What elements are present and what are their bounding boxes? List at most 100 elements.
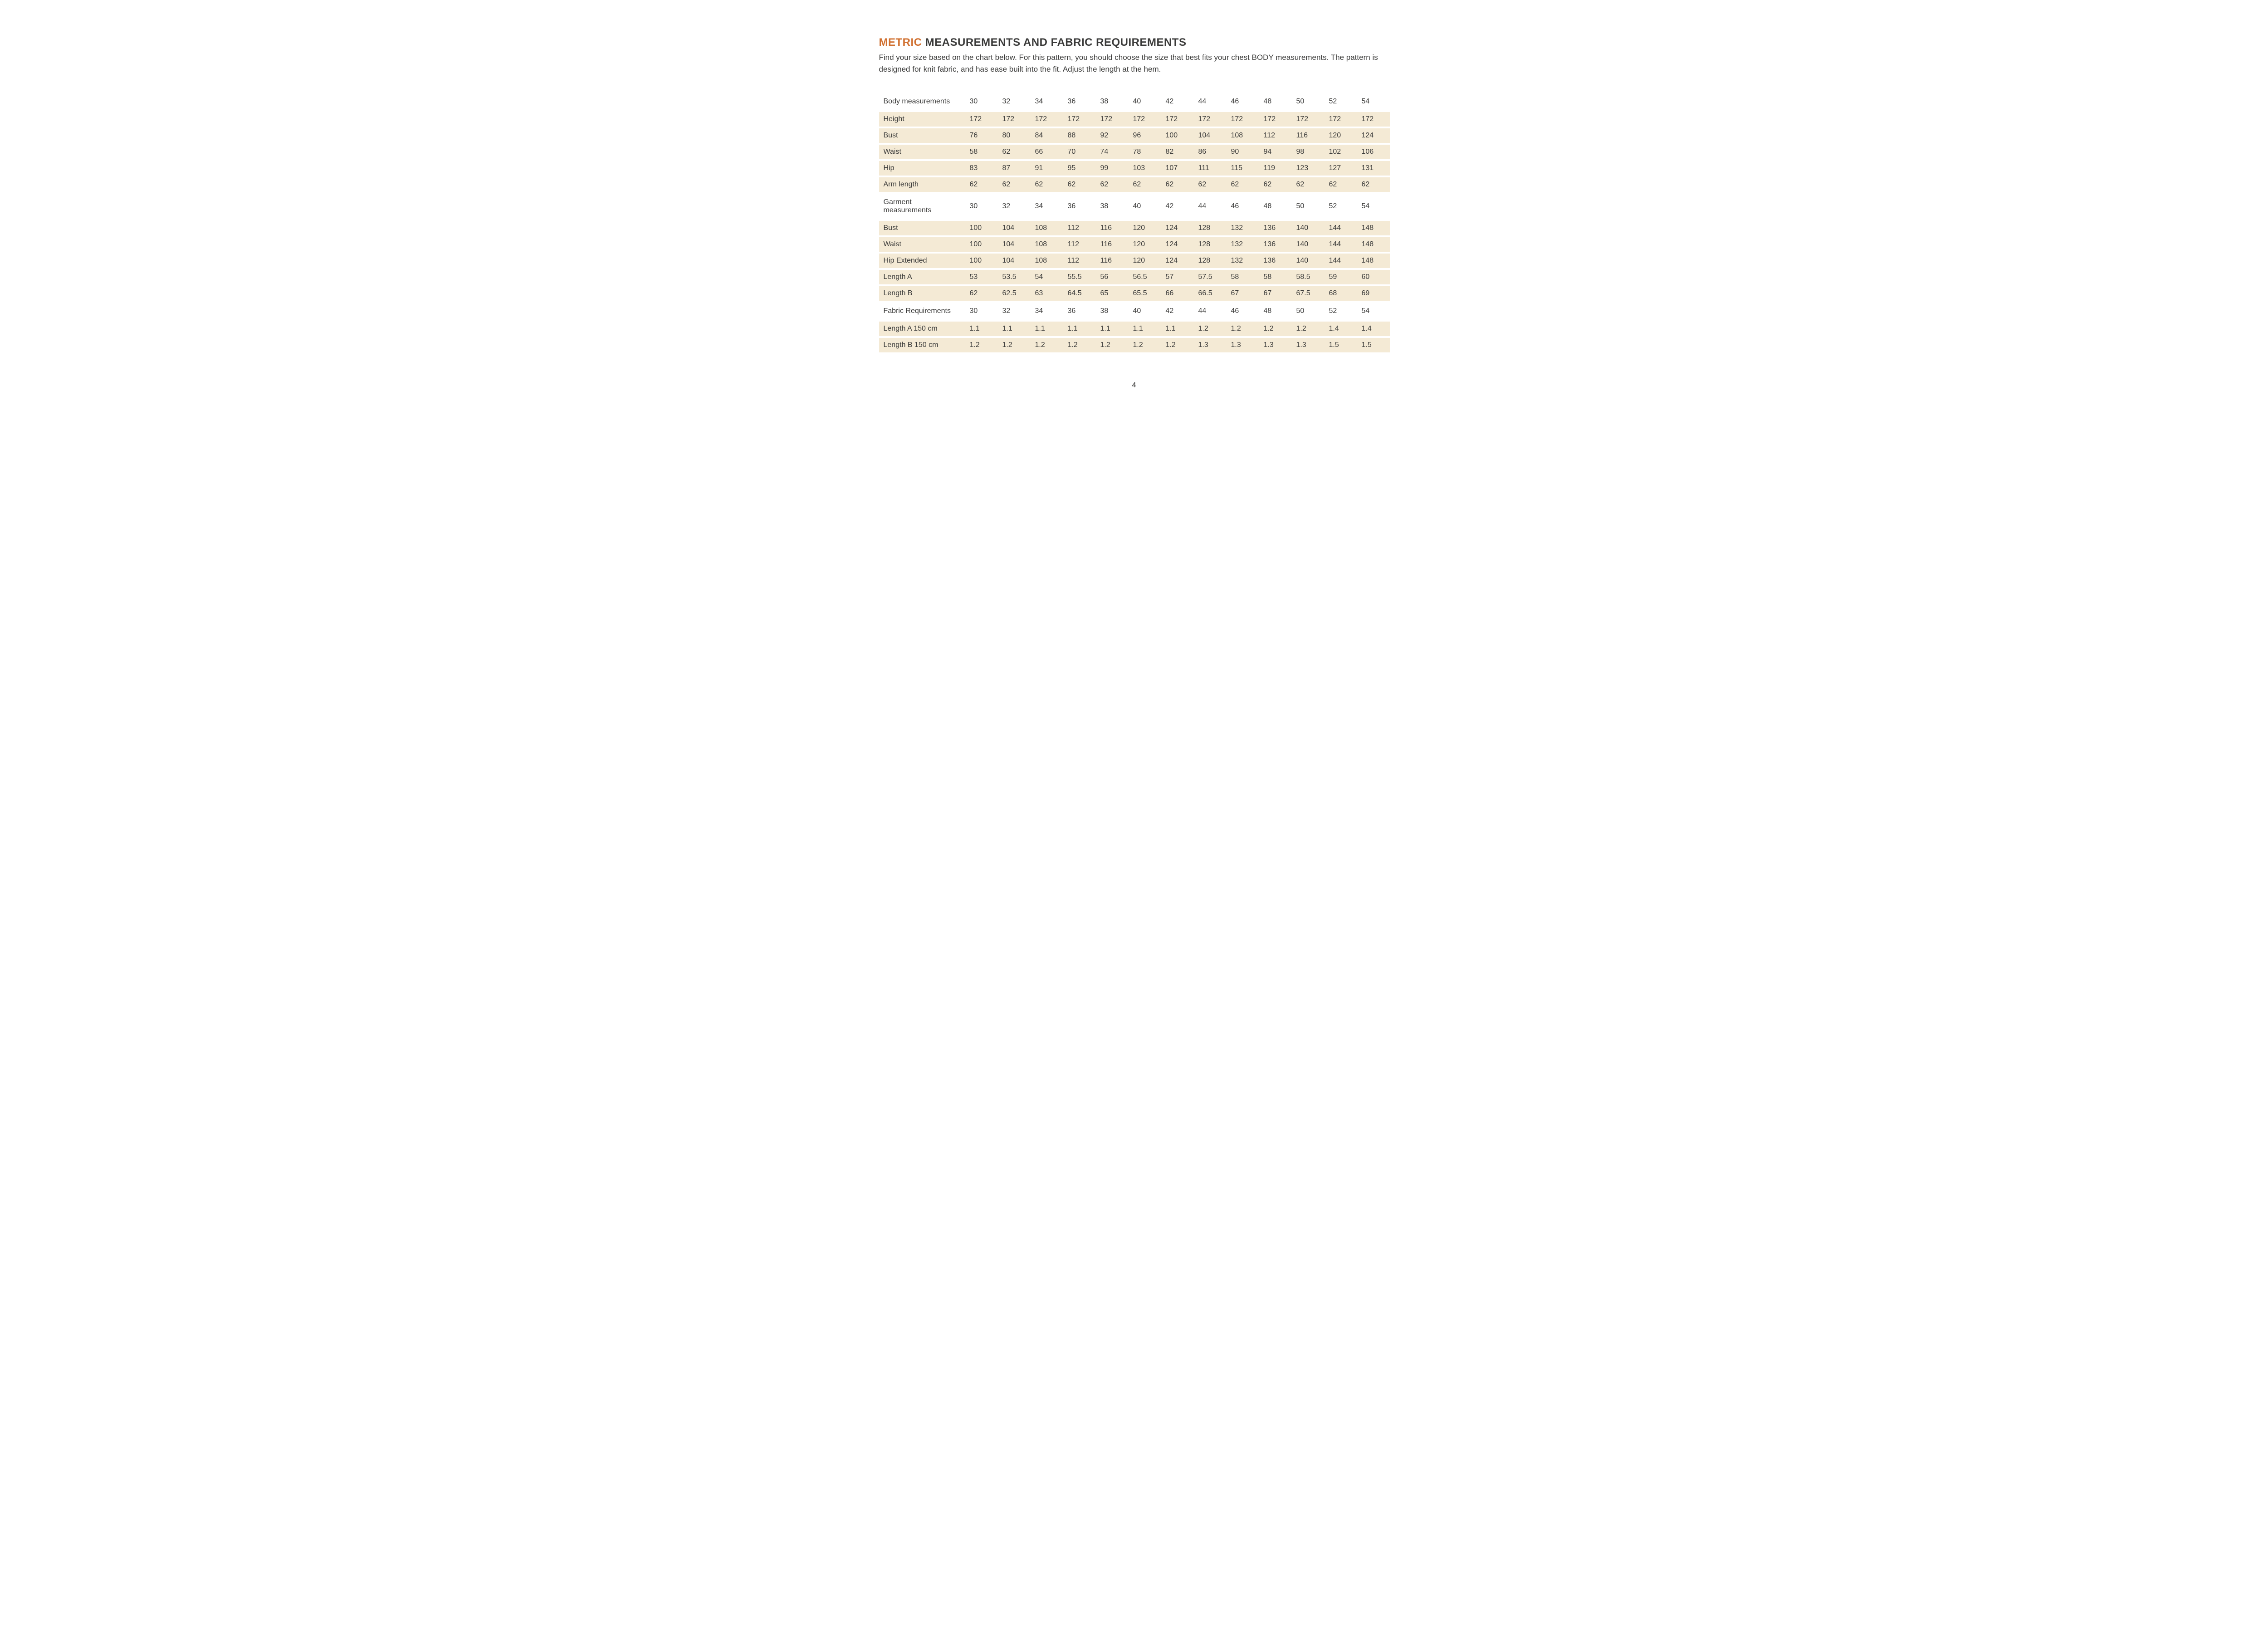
size-header: 48 <box>1259 96 1292 110</box>
size-header: 50 <box>1292 194 1325 219</box>
size-header: 38 <box>1096 303 1129 320</box>
cell: 88 <box>1063 128 1096 143</box>
cell: 66.5 <box>1194 286 1227 301</box>
size-header: 34 <box>1031 96 1063 110</box>
size-header: 46 <box>1227 96 1259 110</box>
cell: 62 <box>1357 177 1390 192</box>
cell: 172 <box>965 112 998 127</box>
size-header: 32 <box>998 194 1031 219</box>
cell: 172 <box>1129 112 1161 127</box>
measurements-table: Body measurements30323436384042444648505… <box>879 94 1390 354</box>
cell: 62 <box>1259 177 1292 192</box>
cell: 66 <box>1161 286 1194 301</box>
table-row: Height1721721721721721721721721721721721… <box>879 112 1390 127</box>
cell: 116 <box>1096 221 1129 235</box>
cell: 62 <box>1031 177 1063 192</box>
cell: 62 <box>1129 177 1161 192</box>
cell: 62.5 <box>998 286 1031 301</box>
page: METRIC MEASUREMENTS AND FABRIC REQUIREME… <box>845 0 1423 408</box>
cell: 1.2 <box>1063 338 1096 352</box>
cell: 58 <box>1259 270 1292 284</box>
size-header: 38 <box>1096 96 1129 110</box>
table-row: Hip Extended1001041081121161201241281321… <box>879 254 1390 268</box>
cell: 1.2 <box>1227 322 1259 336</box>
size-header: 48 <box>1259 303 1292 320</box>
size-header: 30 <box>965 194 998 219</box>
cell: 62 <box>1325 177 1357 192</box>
cell: 1.4 <box>1325 322 1357 336</box>
cell: 1.1 <box>1096 322 1129 336</box>
cell: 102 <box>1325 145 1357 159</box>
cell: 144 <box>1325 221 1357 235</box>
cell: 148 <box>1357 237 1390 252</box>
cell: 120 <box>1129 254 1161 268</box>
size-header: 32 <box>998 96 1031 110</box>
cell: 106 <box>1357 145 1390 159</box>
cell: 112 <box>1063 254 1096 268</box>
size-header: 44 <box>1194 96 1227 110</box>
cell: 1.2 <box>965 338 998 352</box>
cell: 100 <box>965 237 998 252</box>
cell: 67 <box>1259 286 1292 301</box>
intro-text: Find your size based on the chart below.… <box>879 52 1389 75</box>
cell: 136 <box>1259 237 1292 252</box>
cell: 123 <box>1292 161 1325 176</box>
cell: 108 <box>1227 128 1259 143</box>
cell: 124 <box>1357 128 1390 143</box>
cell: 172 <box>1194 112 1227 127</box>
cell: 128 <box>1194 254 1227 268</box>
cell: 58 <box>1227 270 1259 284</box>
cell: 99 <box>1096 161 1129 176</box>
size-header: 54 <box>1357 303 1390 320</box>
cell: 62 <box>1292 177 1325 192</box>
size-header: 54 <box>1357 96 1390 110</box>
cell: 90 <box>1227 145 1259 159</box>
cell: 1.1 <box>1031 322 1063 336</box>
cell: 62 <box>965 286 998 301</box>
cell: 62 <box>1096 177 1129 192</box>
row-label: Bust <box>879 221 965 235</box>
table-row: Waist10010410811211612012412813213614014… <box>879 237 1390 252</box>
cell: 1.1 <box>998 322 1031 336</box>
cell: 1.2 <box>1129 338 1161 352</box>
title-accent: METRIC <box>879 36 922 49</box>
size-header: 36 <box>1063 96 1096 110</box>
cell: 83 <box>965 161 998 176</box>
row-label: Hip Extended <box>879 254 965 268</box>
cell: 63 <box>1031 286 1063 301</box>
cell: 53 <box>965 270 998 284</box>
section-label: Fabric Requirements <box>879 303 965 320</box>
cell: 1.2 <box>1292 322 1325 336</box>
cell: 107 <box>1161 161 1194 176</box>
cell: 98 <box>1292 145 1325 159</box>
cell: 67.5 <box>1292 286 1325 301</box>
cell: 108 <box>1031 221 1063 235</box>
size-header: 54 <box>1357 194 1390 219</box>
cell: 112 <box>1259 128 1292 143</box>
table-row: Arm length62626262626262626262626262 <box>879 177 1390 192</box>
cell: 144 <box>1325 254 1357 268</box>
row-label: Waist <box>879 145 965 159</box>
size-header: 52 <box>1325 303 1357 320</box>
cell: 136 <box>1259 254 1292 268</box>
cell: 124 <box>1161 221 1194 235</box>
cell: 104 <box>998 254 1031 268</box>
cell: 136 <box>1259 221 1292 235</box>
cell: 132 <box>1227 254 1259 268</box>
page-title: METRIC MEASUREMENTS AND FABRIC REQUIREME… <box>879 36 1389 49</box>
cell: 78 <box>1129 145 1161 159</box>
size-header: 34 <box>1031 194 1063 219</box>
cell: 62 <box>1194 177 1227 192</box>
cell: 124 <box>1161 254 1194 268</box>
section-header: Body measurements30323436384042444648505… <box>879 96 1390 110</box>
cell: 172 <box>1096 112 1129 127</box>
size-header: 36 <box>1063 194 1096 219</box>
cell: 62 <box>998 145 1031 159</box>
cell: 58 <box>965 145 998 159</box>
size-header: 40 <box>1129 96 1161 110</box>
cell: 1.2 <box>1259 322 1292 336</box>
row-label: Waist <box>879 237 965 252</box>
cell: 172 <box>1031 112 1063 127</box>
cell: 1.2 <box>1161 338 1194 352</box>
size-header: 36 <box>1063 303 1096 320</box>
